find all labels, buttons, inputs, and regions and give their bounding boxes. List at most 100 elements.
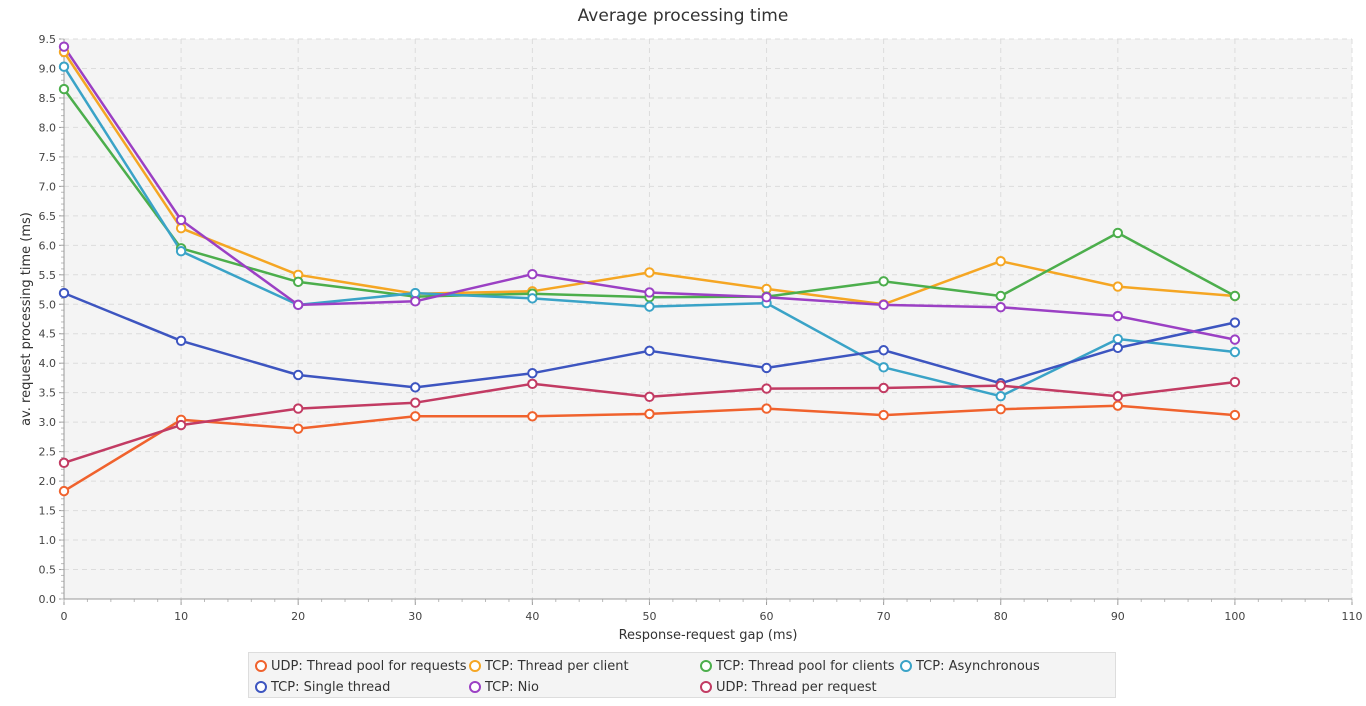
data-point-0 [644,408,655,420]
data-point-0 [58,485,70,497]
x-tick-label: 40 [525,610,539,623]
data-point-1 [1112,281,1124,292]
data-point-5 [58,41,70,52]
y-tick-label: 6.0 [39,239,57,252]
legend-label: TCP: Nio [485,679,539,695]
data-point-4 [644,345,655,357]
legend-swatch [469,660,481,672]
legend-swatch [700,681,712,693]
data-point-5 [1112,310,1124,322]
y-tick-label: 8.5 [39,92,57,105]
data-point-4 [527,368,538,379]
y-tick-label: 1.5 [39,505,57,518]
data-point-3 [410,287,421,299]
data-point-0 [1229,409,1241,421]
data-point-6 [527,378,538,390]
data-point-2 [995,290,1006,302]
data-point-5 [175,214,187,226]
data-point-4 [175,335,187,347]
data-point-5 [878,299,889,311]
data-point-6 [58,457,70,469]
y-tick-label: 2.5 [39,446,57,459]
legend-item: TCP: Thread per client [469,656,629,676]
y-axis-title: av. request processing time (ms) [19,212,34,426]
x-tick-label: 90 [1111,610,1125,623]
y-tick-label: 8.0 [39,121,57,134]
y-tick-label: 3.5 [39,387,57,400]
data-point-6 [1112,391,1124,402]
data-point-0 [1112,400,1124,411]
legend-label: TCP: Thread per client [485,658,629,674]
data-point-1 [175,223,187,234]
data-point-3 [58,61,70,72]
legend-item: TCP: Thread pool for clients [700,656,895,676]
data-point-3 [878,362,889,373]
data-point-4 [878,345,889,356]
data-point-2 [58,83,70,95]
y-tick-label: 7.0 [39,180,57,193]
data-point-2 [292,276,304,288]
y-tick-label: 2.0 [39,475,57,488]
legend-item: UDP: Thread per request [700,677,877,697]
y-tick-label: 5.5 [39,269,57,282]
data-point-3 [175,246,187,257]
y-tick-label: 9.5 [39,33,57,46]
data-point-0 [292,423,304,434]
x-tick-label: 10 [174,610,188,623]
y-tick-label: 4.0 [39,357,57,370]
data-point-2 [1112,227,1124,239]
data-point-5 [292,299,304,311]
data-point-0 [527,411,538,422]
legend-swatch [469,681,481,693]
data-point-4 [1229,317,1241,328]
y-tick-label: 0.0 [39,593,57,606]
data-point-0 [878,409,889,421]
legend-label: TCP: Thread pool for clients [716,658,895,674]
data-point-4 [1112,342,1124,354]
y-tick-label: 7.5 [39,151,57,164]
data-point-6 [410,397,421,408]
data-point-3 [1112,333,1124,345]
x-tick-label: 60 [760,610,774,623]
data-point-1 [995,256,1006,267]
y-tick-label: 6.5 [39,210,57,223]
data-point-6 [292,403,304,414]
data-point-4 [410,382,421,393]
data-point-6 [1229,376,1241,388]
x-tick-label: 20 [291,610,305,623]
data-point-4 [292,369,304,381]
legend-item: TCP: Asynchronous [900,656,1040,676]
data-point-5 [995,302,1006,313]
chart-legend: UDP: Thread pool for requests TCP: Thread… [248,652,1116,698]
data-point-3 [527,293,538,304]
data-point-5 [410,296,421,307]
y-tick-label: 0.5 [39,564,57,577]
legend-label: UDP: Thread pool for requests [271,658,467,674]
legend-item: TCP: Single thread [255,677,390,697]
data-point-3 [1229,346,1241,358]
data-point-2 [878,276,889,287]
data-point-5 [1229,334,1241,345]
legend-item: TCP: Nio [469,677,539,697]
data-point-2 [1229,290,1241,302]
data-point-6 [761,383,772,394]
plot-area [64,39,1352,599]
x-tick-label: 0 [61,610,68,623]
data-point-4 [761,362,772,374]
legend-swatch [255,681,267,693]
data-point-1 [644,267,655,278]
legend-swatch [900,660,912,672]
data-point-4 [58,287,70,299]
y-tick-label: 4.5 [39,328,57,341]
legend-swatch [700,660,712,672]
y-tick-label: 5.0 [39,298,57,311]
data-point-0 [995,403,1006,415]
legend-label: UDP: Thread per request [716,679,877,695]
x-tick-label: 110 [1342,610,1363,623]
data-point-3 [995,391,1006,402]
data-point-3 [644,301,655,312]
x-tick-label: 100 [1224,610,1245,623]
y-tick-label: 9.0 [39,62,57,75]
data-point-6 [995,380,1006,391]
